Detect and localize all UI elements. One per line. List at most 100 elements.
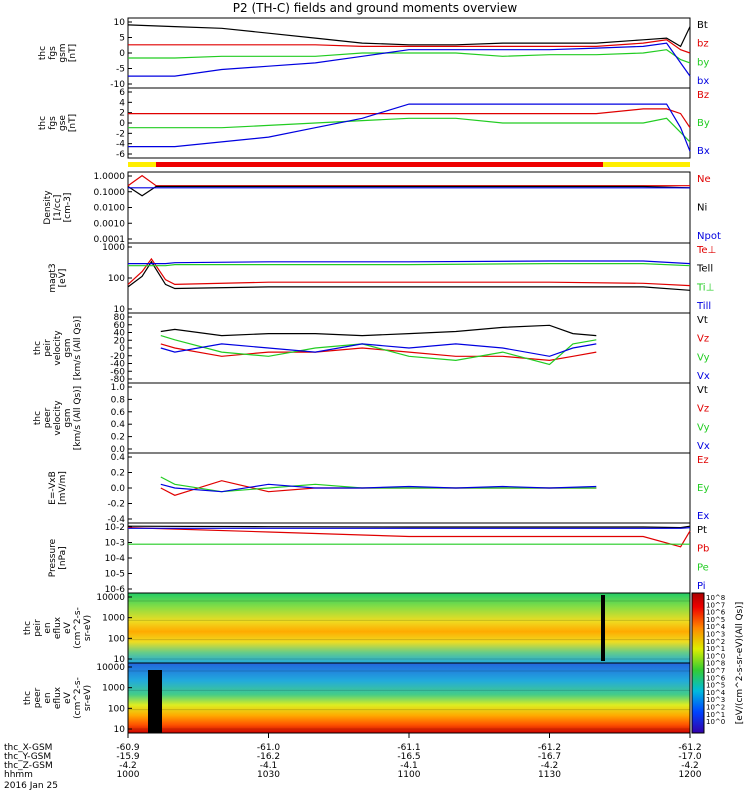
- ylabel-line: eV: [63, 691, 73, 704]
- ylabel-line: velocity: [53, 400, 63, 436]
- ytick-label: -5: [116, 65, 125, 75]
- legend-by: by: [697, 57, 709, 68]
- colorbar-label: 10^5: [706, 616, 725, 624]
- ytick-label: 10: [114, 305, 126, 315]
- colorbar-label: 10^8: [706, 594, 725, 602]
- ylabel-line: thc: [23, 621, 33, 635]
- ytick-label: -0.2: [107, 500, 125, 510]
- legend-Pt: Pt: [697, 525, 707, 536]
- legend-Bx: Bx: [697, 146, 710, 157]
- ylabel-line: fgs: [48, 46, 58, 60]
- ylabel-line: en: [43, 692, 53, 703]
- ylabel-line: fgs: [48, 116, 58, 130]
- xaxis-value: 1130: [538, 770, 561, 780]
- colorbar-label: 10^4: [706, 623, 726, 631]
- colorbar-label: 10^1: [706, 711, 725, 719]
- xaxis-value: -61.1: [397, 743, 420, 753]
- ytick-label: -40: [110, 360, 125, 370]
- legend-bx: bx: [697, 76, 709, 87]
- xaxis-value: 1200: [679, 770, 702, 780]
- ylabel-line: (cm^2-s-: [73, 607, 83, 649]
- colorbar-label: 10^2: [706, 638, 725, 646]
- status-bar-segment: [156, 162, 603, 167]
- ylabel-line: peir: [43, 339, 53, 357]
- panel-elec_vel: thc peer velocity gsm [km/s (All Qs)] 1.0 0.8 0…: [33, 382, 710, 455]
- ytick-label: -80: [110, 375, 125, 385]
- ytick-label: 0.0100: [94, 204, 126, 214]
- ytick-label: 1.0: [111, 383, 126, 393]
- series-line-Pb: [127, 527, 691, 548]
- panel-frame: [127, 382, 691, 454]
- xaxis-value: -61.2: [538, 743, 561, 753]
- ytick-label: 100: [108, 634, 125, 644]
- xaxis-row-label: thc_X-GSM: [4, 743, 52, 753]
- colorbar-label: 10^1: [706, 645, 725, 653]
- colorbar-label: 10^0: [706, 718, 725, 726]
- ytick-label: 1000: [102, 243, 125, 253]
- legend-Vy: Vy: [697, 422, 710, 433]
- ytick-label: 10: [114, 18, 126, 28]
- ylabel-line: [nT]: [68, 44, 78, 62]
- xaxis-row-label: hhmm: [4, 770, 33, 780]
- panel-frame: [127, 171, 691, 244]
- legend-Pe: Pe: [697, 562, 709, 573]
- ytick-label: 100: [108, 274, 125, 284]
- ylabel-line: (cm^2-s-: [73, 677, 83, 719]
- legend-Vz: Vz: [697, 334, 709, 345]
- xaxis-value: -15.9: [116, 752, 140, 762]
- ytick-label: 10000: [96, 663, 125, 673]
- legend-bz: bz: [697, 39, 709, 50]
- panel-fgs: thc fgs gsm [nT] 10 5 0 -5 -10 Bt bz by bx: [38, 17, 709, 90]
- ylabel-line: thc: [38, 46, 48, 60]
- colorbar-label: 10^3: [706, 631, 725, 639]
- legend-Pb: Pb: [697, 544, 709, 555]
- panel-elec_spec: thc peer en eflux eV (cm^2-s-sr-eV) 10000 1000 1…: [23, 662, 691, 735]
- legend-Vx: Vx: [697, 371, 710, 382]
- ylabel-line: eV: [63, 621, 73, 634]
- ytick-label: -4: [116, 140, 125, 150]
- colorbar-label: 10^5: [706, 682, 725, 690]
- series-line-Vx: [160, 343, 597, 357]
- ylabel-line: eflux: [53, 616, 63, 639]
- legend-Vz: Vz: [697, 404, 709, 415]
- ylabel-line: gsm: [63, 338, 73, 357]
- ylabel-line: eflux: [53, 686, 63, 709]
- xaxis-value: -16.7: [538, 752, 561, 762]
- colorbar-label: 10^7: [706, 667, 725, 675]
- ytick-label: 0.4: [111, 420, 126, 430]
- ytick-label: 0.0: [111, 484, 126, 494]
- legend-Te⊥: Te⊥: [696, 245, 716, 256]
- ylabel-line: Density: [43, 190, 53, 225]
- ytick-label: 0.2: [111, 433, 125, 443]
- ylabel-line: thc: [23, 691, 33, 705]
- ytick-label: 10000: [96, 593, 125, 603]
- series-line-Ey: [160, 476, 597, 493]
- ylabel-line: peer: [43, 407, 53, 428]
- ytick-label: 10: [114, 725, 126, 735]
- ytick-label: 10-4: [105, 554, 126, 564]
- ytick-label: 40: [114, 329, 126, 339]
- ytick-label: 100: [108, 704, 125, 714]
- ytick-label: 0.8: [111, 395, 126, 405]
- ylabel-line: [nT]: [68, 114, 78, 132]
- ytick-label: 10-3: [105, 539, 125, 549]
- ytick-label: 0.0010: [94, 219, 126, 229]
- ylabel-line: E=-VxB: [48, 471, 58, 505]
- legend-By: By: [697, 118, 710, 129]
- ytick-label: 60: [114, 321, 126, 331]
- panel-ion_spec: thc peir en eflux eV (cm^2-s-sr-eV) 10000 1000 1…: [23, 592, 691, 665]
- ytick-label: 4: [119, 98, 125, 108]
- xaxis-value: 1000: [117, 770, 140, 780]
- ytick-label: 5: [119, 34, 125, 44]
- electron-spectrogram-fill: [128, 663, 690, 733]
- electron-spectrogram-gap: [148, 670, 162, 733]
- legend-Npot: Npot: [697, 231, 721, 242]
- status-bar-segment: [128, 162, 156, 167]
- ylabel-line: [nPa]: [58, 546, 68, 569]
- series-line-bz: [128, 39, 691, 54]
- xaxis-value: -4.1: [400, 761, 418, 771]
- xaxis-value: 1030: [257, 770, 280, 780]
- ytick-label: 1000: [102, 684, 125, 694]
